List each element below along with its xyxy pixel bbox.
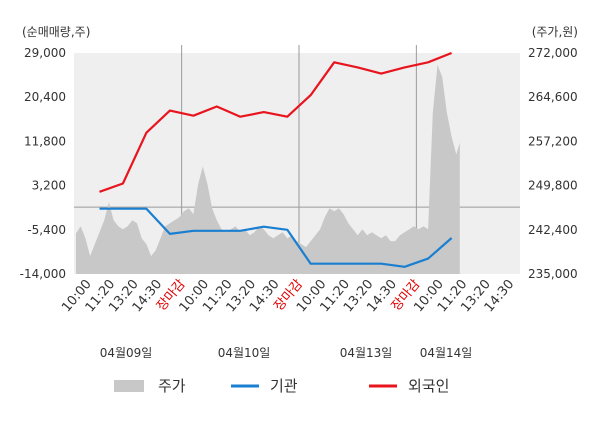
left-axis-unit-label: (순매매량,주)	[22, 25, 90, 39]
left-y-tick: -14,000	[20, 267, 66, 281]
price-area-layer	[76, 64, 460, 275]
net-trading-lines-layer	[99, 51, 453, 268]
right-y-tick: 249,800	[528, 179, 578, 193]
institution-line	[99, 207, 453, 268]
date-label: 04월10일	[218, 346, 271, 360]
left-y-tick: 3,200	[32, 179, 66, 193]
right-y-tick: 264,600	[528, 90, 578, 104]
legend: 주가 기관 외국인	[114, 377, 449, 395]
date-labels: 04월09일 04월10일 04월13일 04월14일	[100, 346, 473, 360]
right-y-tick: 242,400	[528, 223, 578, 237]
left-y-tick: 29,000	[24, 46, 66, 60]
legend-label-institution: 기관	[270, 377, 298, 395]
left-y-tick: -5,400	[27, 223, 66, 237]
right-axis-ticks: 272,000 264,600 257,200 249,800 242,400 235,0…	[528, 46, 578, 281]
date-label: 04월09일	[100, 346, 153, 360]
left-axis-ticks: 29,000 20,400 11,800 3,200 -5,400 -14,000	[20, 46, 66, 281]
x-axis-ticks: 10:0011:2013:2014:30장마감10:0011:2013:2014…	[59, 277, 517, 315]
date-label: 04월14일	[420, 346, 473, 360]
date-label: 04월13일	[340, 346, 393, 360]
left-y-tick: 11,800	[24, 134, 66, 148]
right-y-tick: 272,000	[528, 46, 578, 60]
legend-swatch-price	[114, 380, 144, 392]
legend-label-price: 주가	[158, 377, 186, 395]
right-y-tick: 235,000	[528, 267, 578, 281]
left-y-tick: 20,400	[24, 90, 66, 104]
right-y-tick: 257,200	[528, 134, 578, 148]
foreign-line	[99, 51, 453, 193]
price-area	[76, 64, 460, 275]
right-axis-unit-label: (주가,원)	[532, 25, 578, 39]
legend-label-foreign: 외국인	[408, 377, 449, 395]
